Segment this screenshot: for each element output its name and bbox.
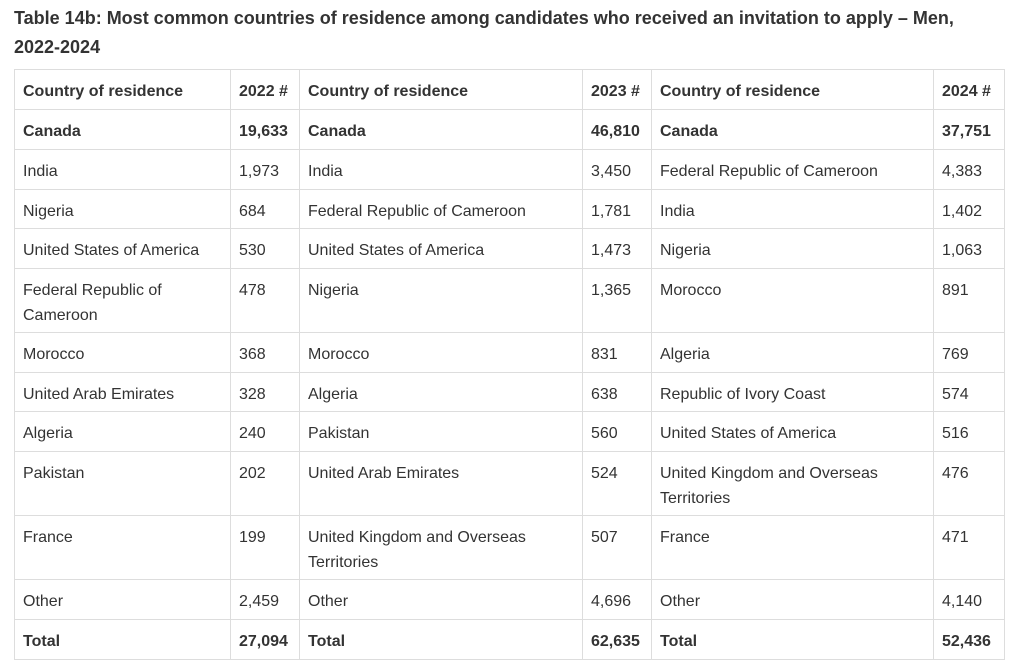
count-cell: 831 — [582, 332, 652, 373]
country-cell: Canada — [299, 109, 583, 150]
country-cell: United States of America — [14, 228, 231, 269]
count-cell: 2,459 — [230, 579, 300, 620]
data-table: Country of residence 2022 # Country of res… — [14, 69, 1005, 660]
count-cell: 684 — [230, 189, 300, 229]
count-cell: 530 — [230, 228, 300, 269]
count-cell: 524 — [582, 451, 652, 516]
country-cell: Federal Republic of Cameroon — [14, 268, 231, 333]
table-row: France 199 United Kingdom and Overseas Ter… — [14, 515, 1005, 580]
header-cell: Country of residence — [299, 69, 583, 110]
country-cell: Total — [14, 619, 231, 660]
count-cell: 240 — [230, 411, 300, 452]
count-cell: 507 — [582, 515, 652, 580]
country-cell: Algeria — [651, 332, 934, 373]
table-row: United Arab Emirates 328 Algeria 638 Republi… — [14, 372, 1005, 412]
count-cell: 4,696 — [582, 579, 652, 620]
count-cell: 471 — [933, 515, 1005, 580]
country-cell: India — [651, 189, 934, 229]
count-cell: 46,810 — [582, 109, 652, 150]
count-cell: 1,063 — [933, 228, 1005, 269]
header-cell: 2024 # — [933, 69, 1005, 110]
country-cell: United States of America — [651, 411, 934, 452]
header-cell: Country of residence — [651, 69, 934, 110]
table-row: United States of America 530 United States… — [14, 228, 1005, 269]
count-cell: 3,450 — [582, 149, 652, 190]
table-row: Morocco 368 Morocco 831 Algeria 769 — [14, 332, 1005, 373]
count-cell: 478 — [230, 268, 300, 333]
country-cell: Canada — [14, 109, 231, 150]
country-cell: Pakistan — [14, 451, 231, 516]
header-cell: Country of residence — [14, 69, 231, 110]
count-cell: 638 — [582, 372, 652, 412]
country-cell: Pakistan — [299, 411, 583, 452]
count-cell: 62,635 — [582, 619, 652, 660]
country-cell: India — [14, 149, 231, 190]
country-cell: France — [651, 515, 934, 580]
country-cell: United Arab Emirates — [299, 451, 583, 516]
count-cell: 516 — [933, 411, 1005, 452]
count-cell: 476 — [933, 451, 1005, 516]
country-cell: Other — [651, 579, 934, 620]
count-cell: 52,436 — [933, 619, 1005, 660]
country-cell: Total — [299, 619, 583, 660]
count-cell: 1,473 — [582, 228, 652, 269]
country-cell: Morocco — [651, 268, 934, 333]
country-cell: United Arab Emirates — [14, 372, 231, 412]
count-cell: 560 — [582, 411, 652, 452]
country-cell: Federal Republic of Cameroon — [651, 149, 934, 190]
table-row: Canada 19,633 Canada 46,810 Canada 37,751 — [14, 109, 1005, 150]
count-cell: 1,973 — [230, 149, 300, 190]
count-cell: 27,094 — [230, 619, 300, 660]
count-cell: 574 — [933, 372, 1005, 412]
country-cell: Morocco — [14, 332, 231, 373]
count-cell: 1,365 — [582, 268, 652, 333]
count-cell: 1,402 — [933, 189, 1005, 229]
count-cell: 199 — [230, 515, 300, 580]
country-cell: Federal Republic of Cameroon — [299, 189, 583, 229]
country-cell: France — [14, 515, 231, 580]
country-cell: Nigeria — [651, 228, 934, 269]
count-cell: 202 — [230, 451, 300, 516]
country-cell: Total — [651, 619, 934, 660]
country-cell: Nigeria — [14, 189, 231, 229]
country-cell: Canada — [651, 109, 934, 150]
country-cell: Algeria — [14, 411, 231, 452]
count-cell: 368 — [230, 332, 300, 373]
table-row: Algeria 240 Pakistan 560 United States of Am… — [14, 411, 1005, 452]
header-row: Country of residence 2022 # Country of res… — [14, 69, 1005, 110]
count-cell: 328 — [230, 372, 300, 412]
count-cell: 1,781 — [582, 189, 652, 229]
count-cell: 4,140 — [933, 579, 1005, 620]
table-row: Other 2,459 Other 4,696 Other 4,140 — [14, 579, 1005, 620]
country-cell: Morocco — [299, 332, 583, 373]
table-row: Nigeria 684 Federal Republic of Cameroon 1,… — [14, 189, 1005, 229]
country-cell: Other — [299, 579, 583, 620]
table-title: Table 14b: Most common countries of resi… — [14, 8, 954, 57]
table-row: India 1,973 India 3,450 Federal Republic of … — [14, 149, 1005, 190]
table-row: Total 27,094 Total 62,635 Total 52,436 — [14, 619, 1005, 660]
table-row: Federal Republic of Cameroon 478 Nigeria 1,… — [14, 268, 1005, 333]
country-cell: Republic of Ivory Coast — [651, 372, 934, 412]
country-cell: Other — [14, 579, 231, 620]
country-cell: United States of America — [299, 228, 583, 269]
count-cell: 891 — [933, 268, 1005, 333]
count-cell: 19,633 — [230, 109, 300, 150]
table-row: Pakistan 202 United Arab Emirates 524 United… — [14, 451, 1005, 516]
count-cell: 37,751 — [933, 109, 1005, 150]
count-cell: 769 — [933, 332, 1005, 373]
header-cell: 2022 # — [230, 69, 300, 110]
country-cell: United Kingdom and Overseas Territories — [299, 515, 583, 580]
country-cell: India — [299, 149, 583, 190]
count-cell: 4,383 — [933, 149, 1005, 190]
header-cell: 2023 # — [582, 69, 652, 110]
country-cell: United Kingdom and Overseas Territories — [651, 451, 934, 516]
country-cell: Nigeria — [299, 268, 583, 333]
country-cell: Algeria — [299, 372, 583, 412]
